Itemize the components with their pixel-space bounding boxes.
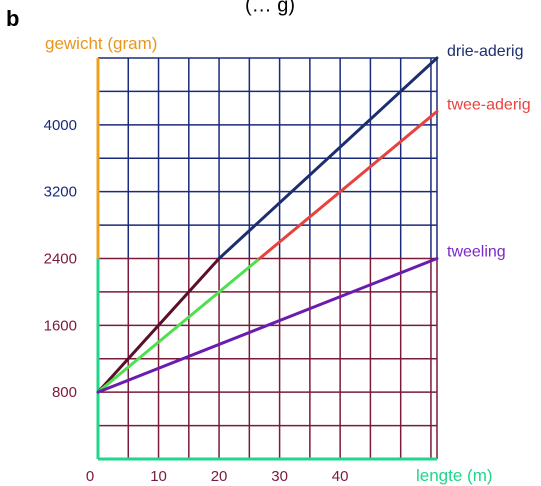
y-tick-label: 800 [52,384,77,401]
series-segment [96,257,221,394]
series-lines [96,56,439,394]
y-tick-label: 4000 [44,117,77,134]
x-tick-label: 30 [271,468,288,485]
x-tick-label: 40 [332,468,349,485]
panel-label: b [6,6,19,31]
x-tick-label: 0 [86,468,94,485]
y-tick-label: 2400 [44,251,77,268]
series-segment [258,109,439,260]
clipped-header-text: (… g) [245,0,295,16]
y-axis-label: gewicht (gram) [45,34,157,53]
series-segment [96,257,439,394]
lower-grid [97,257,438,460]
series-drie-aderig [96,56,439,394]
series-label-twee-aderig: twee-aderig [447,96,531,113]
y-tick-label: 1600 [44,317,77,334]
series-labels: drie-aderig twee-aderig tweeling [447,43,531,261]
axes [96,58,437,461]
x-tick-label: 20 [211,468,228,485]
x-tick-label: 10 [150,468,167,485]
series-segment [217,56,439,260]
series-tweeling [96,257,439,394]
x-tick-labels: 0 10 20 30 40 [86,468,349,485]
x-axis-label: lengte (m) [416,466,493,485]
series-label-drie-aderig: drie-aderig [447,43,523,60]
series-segment [96,257,262,394]
series-twee-aderig [96,109,439,394]
y-tick-label: 3200 [44,184,77,201]
upper-grid [97,57,438,259]
series-label-tweeling: tweeling [447,244,506,261]
y-tick-labels: 800 1600 2400 3200 4000 [44,117,77,401]
